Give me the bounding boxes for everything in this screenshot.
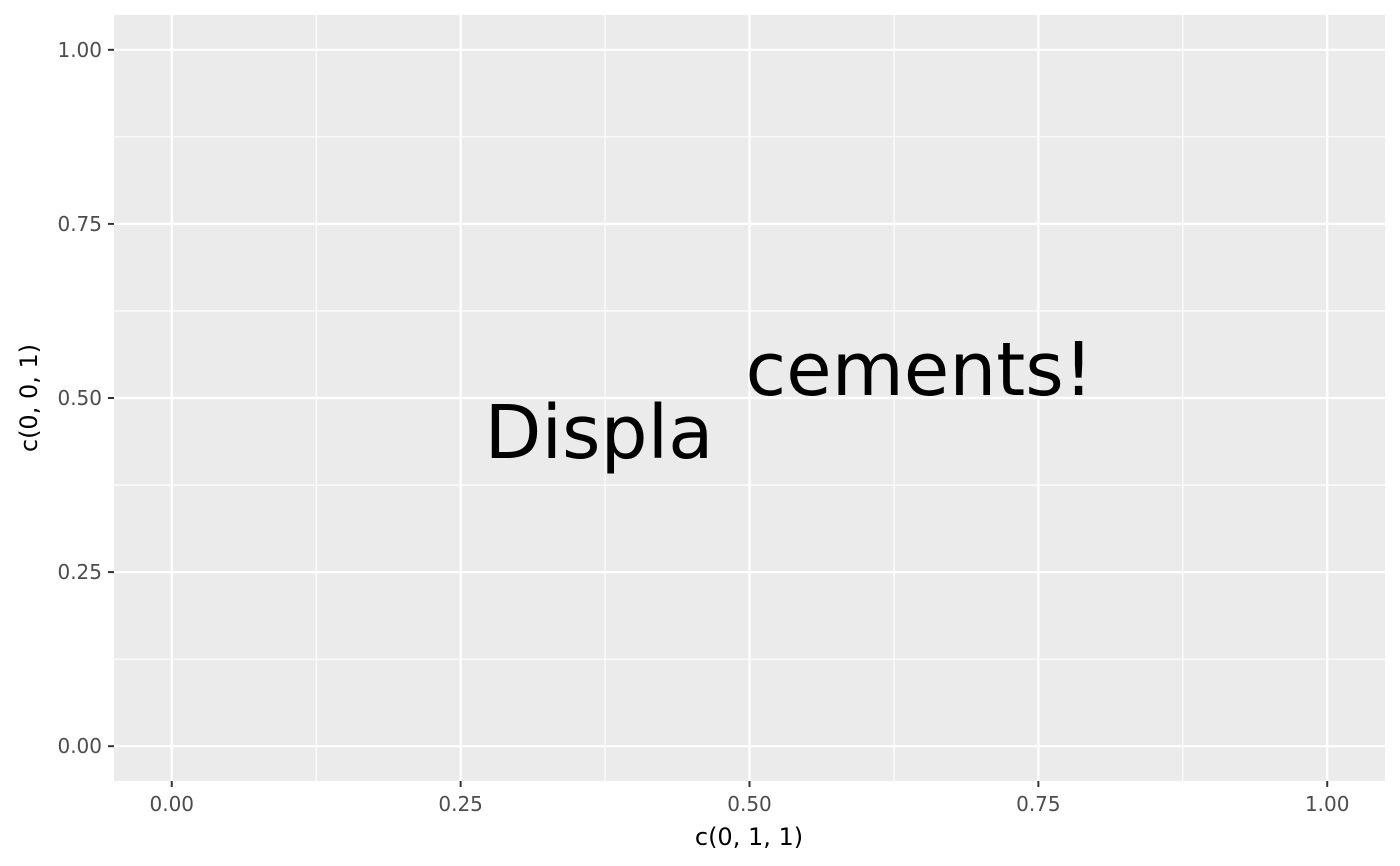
y-tick-label: 0.50 [57,386,102,410]
x-tick-label: 0.25 [438,792,483,816]
y-tick-label: 0.00 [57,734,102,758]
major-grid [114,15,1385,781]
x-axis: 0.00 0.25 0.50 0.75 1.00 [150,781,1350,816]
annotation-part-left: Displa [485,390,714,476]
x-tick-label: 0.00 [150,792,195,816]
annotation: Displa cements! [485,327,1094,476]
x-tick-label: 0.75 [1016,792,1061,816]
annotation-part-right: cements! [746,327,1094,413]
y-axis-title: c(0, 0, 1) [15,344,43,452]
y-tick-label: 0.75 [57,212,102,236]
y-axis: 0.00 0.25 0.50 0.75 1.00 [57,38,114,758]
x-tick-label: 1.00 [1305,792,1350,816]
x-axis-title: c(0, 1, 1) [695,823,803,851]
y-tick-label: 1.00 [57,38,102,62]
x-tick-label: 0.50 [727,792,772,816]
y-tick-label: 0.25 [57,560,102,584]
